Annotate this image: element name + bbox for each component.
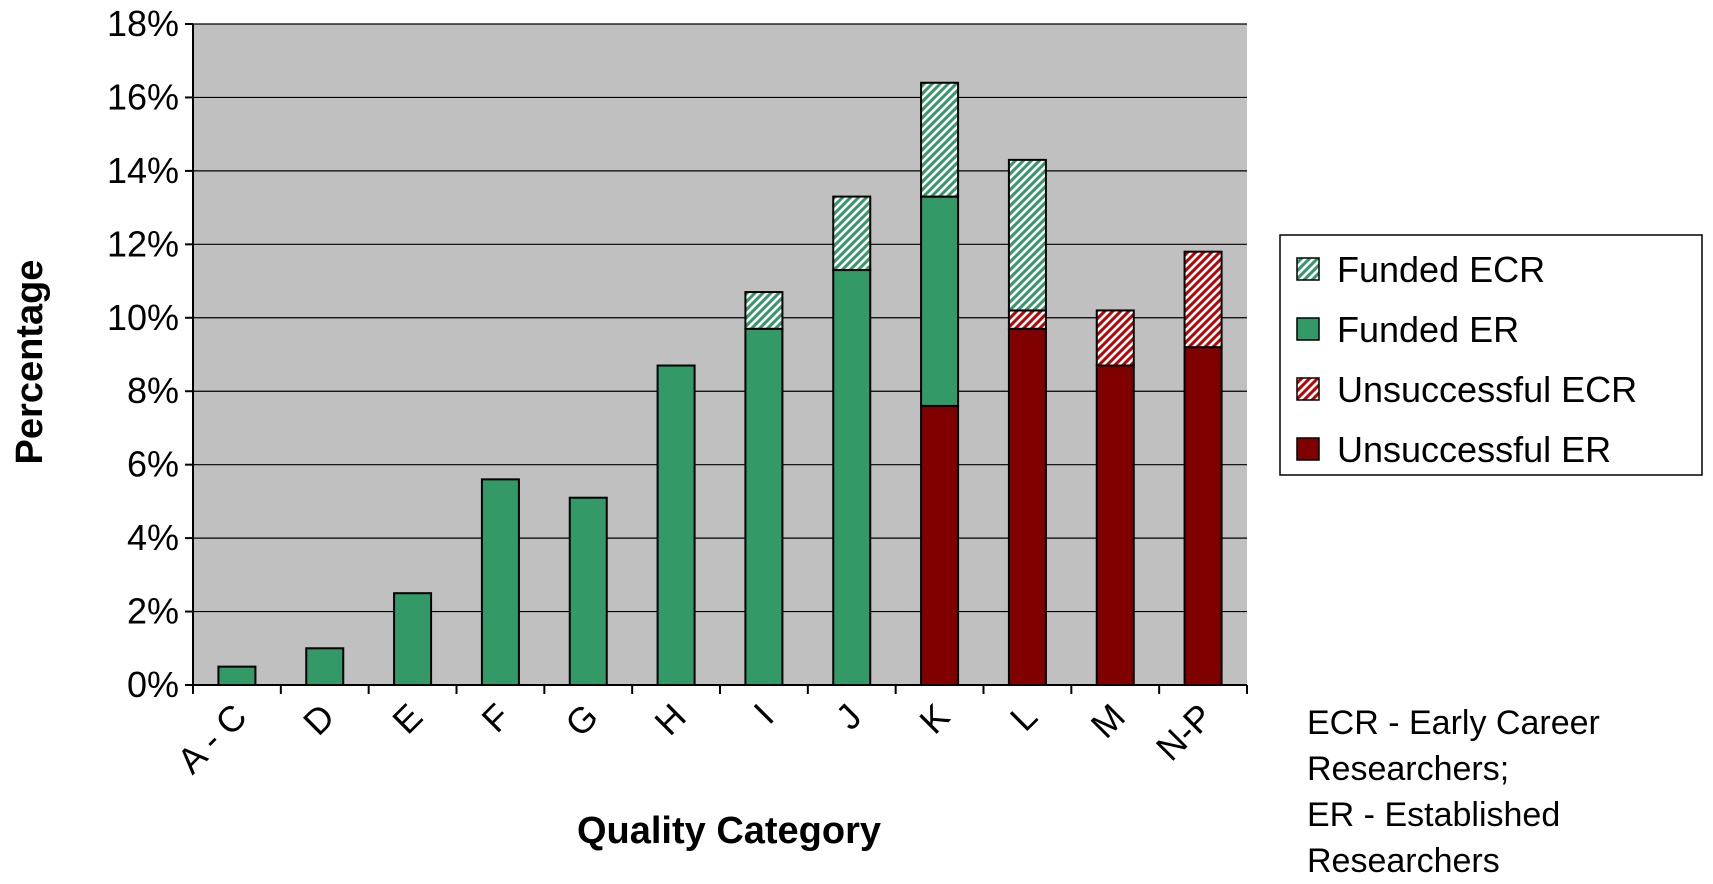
y-tick-label: 2% bbox=[127, 591, 179, 632]
bars bbox=[217, 81, 1223, 687]
bar-unsuccessful-ecr-n-p bbox=[1183, 250, 1223, 349]
x-tick-label: H bbox=[646, 696, 693, 743]
note-line: ER - Established bbox=[1307, 796, 1561, 834]
legend-item-funded-er: Funded ER bbox=[1296, 309, 1519, 350]
x-axis-title: Quality Category bbox=[577, 810, 881, 852]
legend-label: Funded ER bbox=[1337, 309, 1519, 350]
x-axis-ticks: A - C D E F G H I J K L M N-P bbox=[169, 685, 1248, 782]
note-line: ECR - Early Career bbox=[1307, 704, 1600, 742]
legend-item-unsuccessful-er: Unsuccessful ER bbox=[1296, 429, 1611, 470]
y-tick-label: 10% bbox=[107, 297, 179, 338]
legend-swatch bbox=[1296, 437, 1320, 461]
bar-unsuccessful-er-m bbox=[1095, 364, 1135, 686]
x-tick-label: I bbox=[746, 696, 782, 732]
bar-funded-ecr-i bbox=[744, 291, 784, 330]
y-tick-label: 4% bbox=[127, 517, 179, 558]
x-tick-label: A - C bbox=[169, 696, 255, 782]
bar-funded-er-i bbox=[744, 327, 784, 686]
x-tick-label: E bbox=[384, 696, 430, 742]
x-tick-label: D bbox=[295, 696, 342, 743]
y-tick-label: 8% bbox=[127, 370, 179, 411]
bar-funded-er-k bbox=[920, 195, 960, 407]
bar-funded-er-j bbox=[832, 269, 872, 686]
legend-swatch bbox=[1296, 377, 1320, 401]
legend-label: Unsuccessful ECR bbox=[1337, 369, 1637, 410]
y-tick-label: 0% bbox=[127, 664, 179, 705]
x-tick-label: K bbox=[911, 696, 957, 742]
x-tick-label: M bbox=[1083, 696, 1133, 746]
gridlines bbox=[193, 23, 1247, 613]
y-axis-ticks: 0% 2% 4% 6% 8% 10% 12% 14% 16% 18% bbox=[107, 3, 193, 705]
legend-label: Unsuccessful ER bbox=[1337, 429, 1611, 470]
bar-funded-er-g bbox=[568, 496, 608, 687]
bar-funded-ecr-k bbox=[920, 81, 960, 198]
legend-swatch bbox=[1296, 257, 1320, 281]
bar-funded-er-a-c bbox=[217, 665, 257, 687]
legend-item-unsuccessful-ecr: Unsuccessful ECR bbox=[1296, 369, 1637, 410]
bar-funded-ecr-j bbox=[832, 195, 872, 272]
x-tick-label: G bbox=[557, 696, 606, 745]
bar-funded-er-e bbox=[393, 592, 433, 687]
abbreviation-note: ECR - Early Career Researchers; ER - Est… bbox=[1307, 700, 1707, 884]
bar-funded-er-f bbox=[480, 478, 520, 686]
bar-unsuccessful-er-n-p bbox=[1183, 346, 1223, 686]
x-tick-label: J bbox=[828, 696, 870, 738]
y-tick-label: 12% bbox=[107, 223, 179, 264]
bar-unsuccessful-er-k bbox=[920, 404, 960, 686]
plot-area bbox=[193, 24, 1247, 685]
legend-label: Funded ECR bbox=[1337, 249, 1545, 290]
bar-unsuccessful-ecr-l bbox=[1007, 309, 1047, 330]
y-tick-label: 14% bbox=[107, 150, 179, 191]
bar-funded-er-h bbox=[656, 364, 696, 686]
y-tick-label: 18% bbox=[107, 3, 179, 44]
legend-swatch bbox=[1296, 317, 1320, 341]
note-line: Researchers; bbox=[1307, 750, 1510, 788]
bar-unsuccessful-er-l bbox=[1007, 327, 1047, 686]
y-axis-title: Percentage bbox=[9, 260, 51, 465]
bar-funded-ecr-l bbox=[1007, 158, 1047, 312]
legend: Funded ECR Funded ER Unsuccessful ECR Unsuc… bbox=[1279, 234, 1703, 476]
bar-funded-er-d bbox=[305, 647, 345, 686]
x-tick-label: F bbox=[474, 696, 519, 741]
x-tick-label: N-P bbox=[1148, 696, 1221, 769]
legend-item-funded-ecr: Funded ECR bbox=[1296, 249, 1545, 290]
note-line: Researchers bbox=[1307, 842, 1500, 880]
legend-box bbox=[1279, 234, 1703, 476]
x-tick-label: L bbox=[1002, 696, 1045, 739]
y-tick-label: 16% bbox=[107, 76, 179, 117]
bar-unsuccessful-ecr-m bbox=[1095, 309, 1135, 367]
y-tick-label: 6% bbox=[127, 444, 179, 485]
